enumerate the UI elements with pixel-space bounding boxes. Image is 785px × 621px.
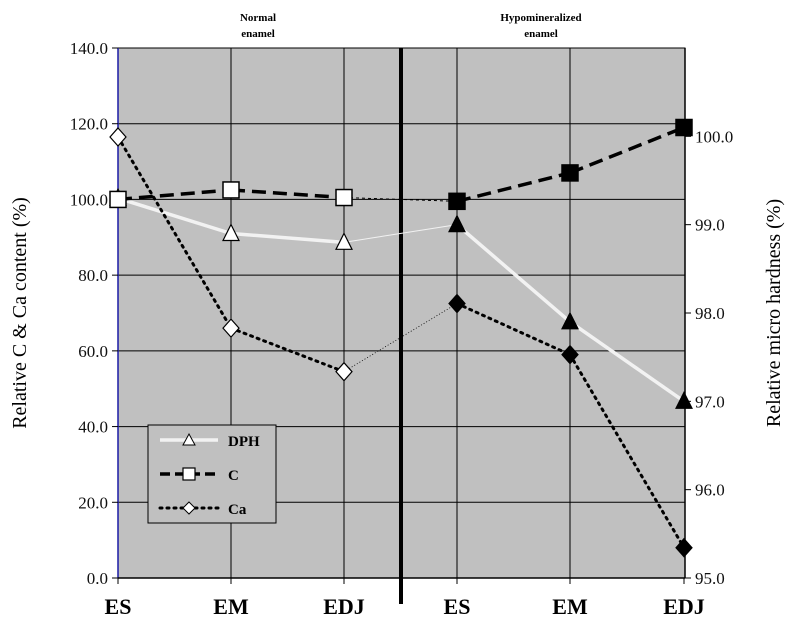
x-tick-label: ES — [444, 594, 471, 619]
category-labels: ES EM EDJ ES EM EDJ — [105, 578, 705, 619]
right-tick-label: 100.0 — [695, 127, 733, 146]
left-axis-ticks: 0.0 20.0 40.0 60.0 80.0 100.0 120.0 140.0 — [70, 39, 118, 588]
series-ca-point — [675, 537, 693, 558]
legend-marker-dph — [182, 432, 196, 446]
series-dph-segment — [117, 196, 232, 236]
right-axis-title: Relative micro hardness (%) — [763, 199, 785, 427]
section-normal-label-line1: Normal — [240, 12, 276, 24]
series-ca-point — [561, 344, 579, 365]
legend-marker-ca — [182, 501, 196, 515]
left-tick-label: 100.0 — [70, 190, 108, 209]
series-c-point — [561, 164, 579, 182]
left-tick-label: 20.0 — [78, 493, 108, 512]
legend-label-ca: Ca — [228, 502, 247, 518]
series-c-segment — [230, 188, 345, 200]
series-dph-segment — [568, 320, 686, 403]
series-dph-segment — [343, 224, 458, 243]
series-ca-segment — [455, 302, 572, 357]
series-dph-point — [561, 311, 579, 330]
x-tick-label: ES — [105, 594, 132, 619]
left-axis-title: Relative C & Ca content (%) — [9, 197, 31, 429]
x-tick-label: EM — [213, 594, 249, 619]
left-tick-label: 60.0 — [78, 342, 108, 361]
series-ca-point — [222, 318, 240, 339]
legend-marker-c — [182, 467, 196, 481]
section-normal-label-line2: enamel — [241, 28, 275, 40]
series-dph — [109, 187, 693, 409]
x-tick-label: EDJ — [663, 594, 705, 619]
section-hypomineralized-label-line2: enamel — [524, 28, 558, 40]
series-c-point — [222, 181, 240, 199]
series-dph-point — [222, 223, 240, 242]
left-tick-label: 80.0 — [78, 266, 108, 285]
right-tick-label: 97.0 — [695, 392, 725, 411]
series-ca-segment — [568, 353, 686, 550]
legend-label-dph: DPH — [228, 434, 260, 450]
series-c-point — [675, 118, 693, 137]
series-c — [109, 118, 693, 211]
series-c-segment — [456, 171, 571, 204]
series-ca-segment — [229, 326, 346, 374]
series-ca-point — [335, 361, 353, 382]
right-tick-label: 98.0 — [695, 304, 725, 323]
x-tick-label: EDJ — [323, 594, 365, 619]
right-tick-label: 95.0 — [695, 569, 725, 588]
series-layer — [109, 118, 693, 558]
series-ca-segment — [343, 303, 458, 373]
left-tick-label: 40.0 — [78, 418, 108, 437]
series-c-point — [335, 188, 353, 207]
series-ca — [109, 127, 693, 558]
left-tick-label: 140.0 — [70, 39, 108, 58]
section-hypomineralized-label-line1: Hypomineralized — [500, 12, 581, 24]
series-c-segment — [117, 188, 232, 202]
right-tick-label: 96.0 — [695, 481, 725, 500]
series-dph-segment — [230, 231, 345, 245]
series-dph-point — [448, 214, 466, 233]
series-c-point — [109, 190, 127, 209]
series-ca-segment — [116, 135, 233, 330]
series-dph-point — [335, 231, 353, 250]
series-ca-point — [448, 293, 466, 314]
series-c-segment — [343, 197, 458, 202]
x-tick-label: EM — [552, 594, 588, 619]
series-dph-segment — [455, 223, 572, 324]
right-axis-ticks: 95.0 96.0 97.0 98.0 99.0 100.0 — [685, 127, 733, 588]
legend-label-c: C — [228, 468, 239, 484]
legend: DPH C Ca — [147, 424, 277, 524]
series-ca-point — [109, 127, 127, 147]
left-tick-label: 120.0 — [70, 115, 108, 134]
right-tick-label: 99.0 — [695, 216, 725, 235]
left-tick-label: 0.0 — [87, 569, 108, 588]
series-dph-point — [675, 390, 693, 409]
legend-entries: DPH C Ca — [158, 432, 260, 518]
series-c-point — [448, 192, 466, 211]
